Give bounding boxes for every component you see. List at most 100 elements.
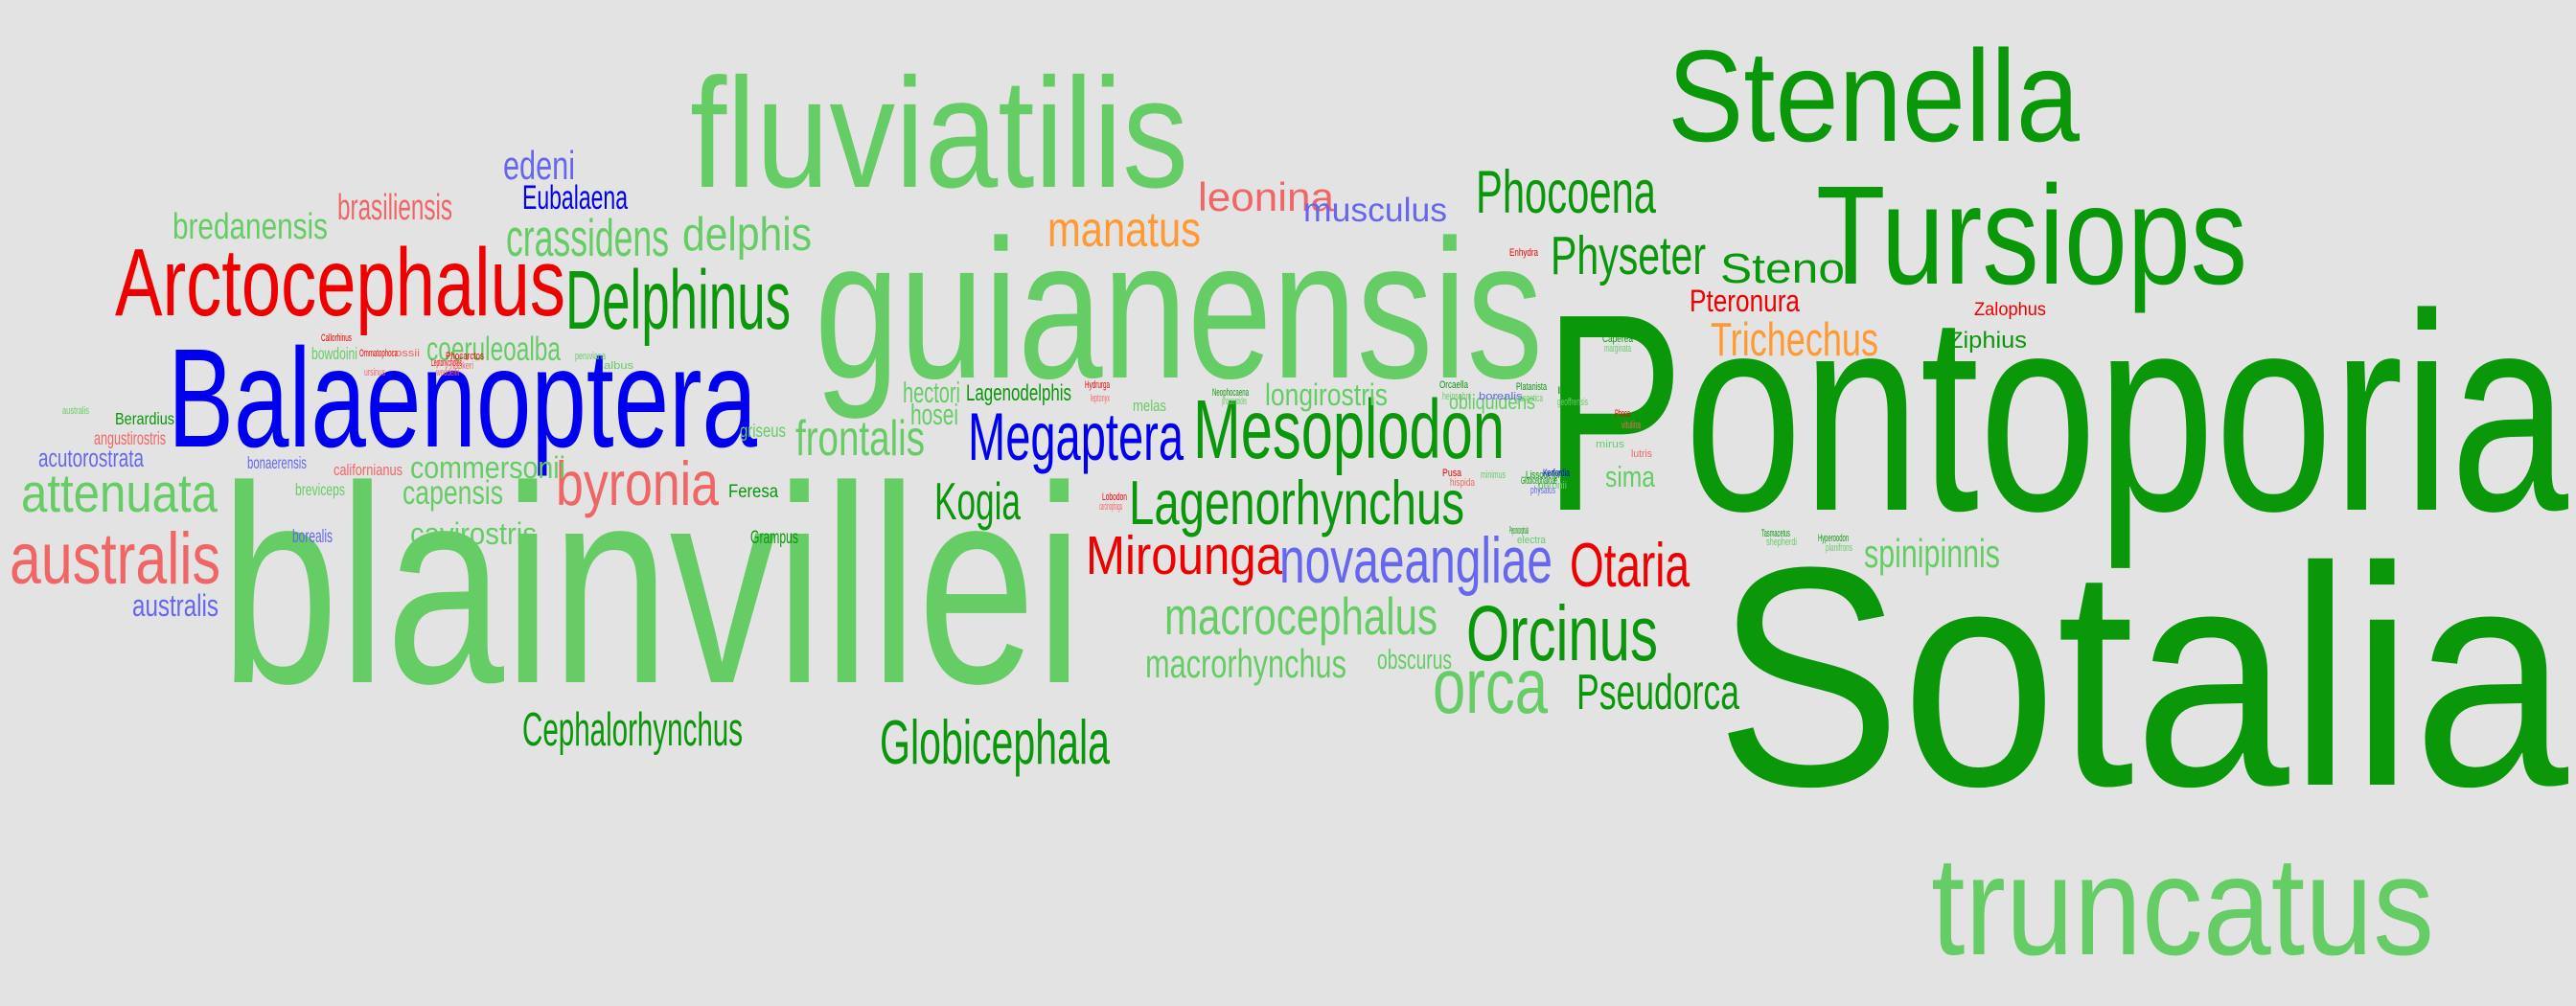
cloud-word-obliquidens: obliquidens [1449, 389, 1535, 414]
cloud-word-orca: orca [1433, 642, 1548, 730]
cloud-word-tursiops: Tursiops [1816, 156, 2247, 314]
cloud-word-ziphius: Ziphius [1948, 327, 2027, 354]
cloud-word-australis: australis [62, 405, 89, 418]
cloud-word-caperea: Caperea [1602, 333, 1633, 346]
cloud-word-rossii: rossii [391, 348, 420, 360]
cloud-word-capensis: capensis [402, 475, 503, 513]
cloud-word-carcinophaga: carcinophaga [1099, 501, 1122, 514]
cloud-word-eubalaena: Eubalaena [522, 180, 628, 217]
cloud-word-longirostris: longirostris [1265, 377, 1388, 413]
cloud-word-electra: electra [1517, 535, 1546, 547]
cloud-word-phocarctos: Phocarctos [446, 351, 484, 363]
cloud-word-californianus: californianus [334, 462, 402, 480]
cloud-word-cavirostris: cavirostris [410, 515, 537, 552]
cloud-word-obscurus: obscurus [1377, 643, 1452, 674]
cloud-word-hectori: hectori [903, 377, 960, 410]
cloud-word-planifrons: planifrons [1826, 542, 1852, 555]
cloud-word-pusa: Pusa [1442, 468, 1461, 480]
cloud-word-marginata: marginata [1604, 343, 1631, 355]
cloud-word-hispida: hispida [1450, 477, 1475, 490]
cloud-word-zalophus: Zalophus [1974, 299, 2046, 321]
cloud-word-callorhinus: Callorhinus [321, 332, 352, 345]
cloud-word-weddellii: weddellii [436, 367, 459, 379]
cloud-word-enhydra: Enhydra [1509, 247, 1538, 260]
cloud-word-heinsohni: heinsohni [1442, 391, 1471, 403]
cloud-word-edeni: edeni [503, 143, 575, 188]
cloud-word-acutorostrata: acutorostrata [38, 443, 144, 472]
cloud-word-mirounga: Mirounga [1086, 525, 1282, 586]
cloud-word-pontoporia: Pontoporia [1543, 256, 2568, 571]
cloud-word-macrorhynchus: macrorhynchus [1145, 641, 1346, 686]
cloud-word-sima: sima [1605, 461, 1655, 494]
cloud-word-phocaenoides: phocaenoides [1222, 396, 1247, 408]
cloud-word-breviceps: breviceps [295, 480, 345, 500]
cloud-word-hookeri: hookeri [450, 360, 473, 373]
cloud-word-peronii: peronii [1538, 480, 1567, 492]
cloud-word-truncatus: truncatus [1931, 827, 2434, 985]
cloud-word-otaria: Otaria [1570, 529, 1690, 600]
cloud-word-minimus: minimus [1481, 469, 1506, 482]
cloud-word-lobodon: Lobodon [1102, 492, 1127, 504]
cloud-word-kerfordia: Kerfordia [1543, 468, 1570, 480]
cloud-word-borealis: borealis [292, 526, 333, 548]
cloud-word-delphis: delphis [682, 208, 812, 261]
cloud-word-leptonyx: leptonyx [1091, 393, 1110, 405]
cloud-word-feresa: Feresa [728, 481, 778, 503]
cloud-word-physalus: physalus [1530, 485, 1555, 497]
cloud-word-kogia: Kogia [934, 472, 1021, 532]
cloud-word-manatus: manatus [1047, 202, 1201, 259]
cloud-word-bowdoini: bowdoini [311, 344, 357, 364]
cloud-word-commersonii: commersonii [410, 449, 565, 486]
cloud-word-hosei: hosei [910, 399, 958, 432]
cloud-word-vitulina: vitulina [1622, 420, 1641, 432]
cloud-word-orcaella: Orcaella [1439, 379, 1468, 392]
cloud-word-leptonychotes: Leptonychotes [431, 357, 462, 370]
cloud-word-crassidens: crassidens [506, 209, 669, 268]
cloud-word-lutris: lutris [1631, 448, 1652, 461]
cloud-word-angustirostris: angustirostris [94, 428, 166, 450]
cloud-word-geoffrensis: geoffrensis [1557, 397, 1588, 409]
cloud-word-coeruleoalba: coeruleoalba [426, 332, 561, 369]
cloud-word-physeter: Physeter [1551, 225, 1706, 286]
cloud-word-borealis: borealis [1479, 391, 1523, 403]
cloud-word-griseus: griseus [740, 421, 786, 443]
cloud-word-australis: australis [132, 587, 218, 624]
cloud-word-ommatophoca: Ommatophoca [359, 348, 398, 360]
cloud-word-ursinus: ursinus [364, 367, 385, 379]
cloud-word-phocoena: Phocoena [1476, 158, 1656, 226]
cloud-word-novaeangliae: novaeangliae [1279, 524, 1552, 597]
cloud-word-attenuata: attenuata [21, 463, 218, 524]
cloud-word-berardius: Berardius [115, 409, 174, 429]
cloud-word-tasmacetus: Tasmacetus [1761, 528, 1790, 540]
cloud-word-stenella: Stenella [1668, 23, 2080, 170]
cloud-word-mirus: mirus [1596, 439, 1624, 451]
cloud-word-hydrurga: Hydrurga [1085, 379, 1110, 392]
cloud-word-leonina: leonina [1198, 174, 1334, 219]
cloud-word-lagenorhynchus: Lagenorhynchus [1129, 467, 1464, 537]
cloud-word-arctocephalus: Arctocephalus [115, 229, 565, 336]
cloud-word-musculus: musculus [1303, 193, 1447, 230]
cloud-word-melas: melas [1133, 398, 1166, 416]
cloud-word-guianensis: guianensis [815, 197, 1543, 420]
cloud-word-trichechus: Trichechus [1711, 313, 1878, 366]
cloud-word-mesoplodon: Mesoplodon [1193, 382, 1505, 476]
cloud-word-frontalis: frontalis [795, 411, 925, 468]
cloud-word-lissodelphis: Lissodelphis [1526, 469, 1568, 482]
cloud-word-macrocephalus: macrocephalus [1164, 587, 1438, 647]
cloud-word-shepherdi: shepherdi [1766, 537, 1797, 549]
cloud-word-megaptera: Megaptera [968, 399, 1184, 475]
cloud-word-hyperoodon: Hyperoodon [1818, 533, 1849, 545]
cloud-word-brasiliensis: brasiliensis [337, 188, 452, 229]
cloud-word-australis: australis [10, 518, 220, 601]
cloud-word-grampus: Grampus [750, 527, 798, 549]
cloud-word-pseudorca: Pseudorca [1576, 665, 1739, 721]
cloud-word-fluviatilis: fluviatilis [690, 44, 1188, 220]
cloud-word-sotalia: Sotalia [1715, 502, 2568, 852]
cloud-word-peruviana: peruviana [575, 351, 606, 363]
cloud-word-delphinus: Delphinus [565, 253, 791, 347]
cloud-word-pteronura: Pteronura [1690, 283, 1800, 319]
cloud-word-blainvillei: blainvillei [220, 428, 1083, 743]
cloud-word-byronia: byronia [556, 447, 719, 518]
cloud-word-bonaerensis: bonaerensis [247, 453, 307, 473]
